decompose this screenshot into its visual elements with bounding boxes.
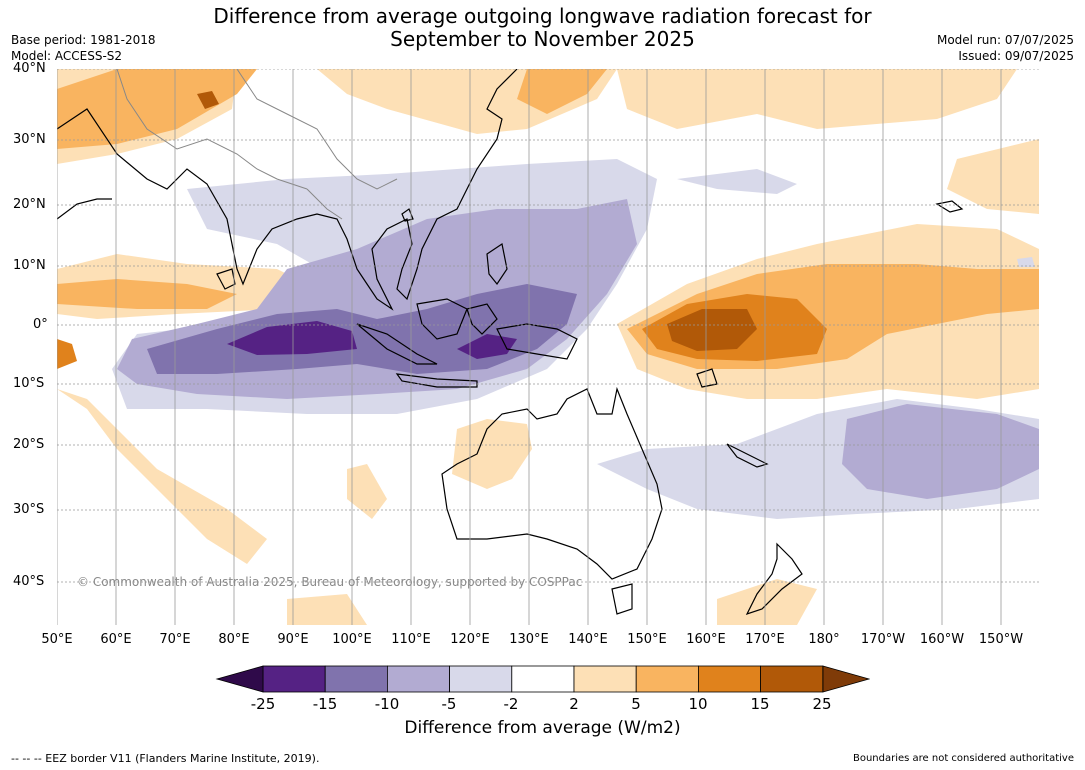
colorbar-tick: 25 (812, 695, 832, 713)
lon-label-140e: 140°E (568, 632, 608, 647)
lat-label-20s: 20°S (13, 437, 45, 452)
graticule (57, 69, 1039, 625)
lat-label-10n: 10°N (13, 258, 46, 273)
colorbar-tick: 5 (631, 695, 641, 713)
colorbar-swatch (760, 665, 824, 693)
lon-label-70e: 70°E (159, 632, 191, 647)
anomaly-15-25-regions (197, 91, 757, 351)
base-period: Base period: 1981-2018 (11, 33, 156, 47)
lat-label-equator: 0° (33, 317, 48, 332)
colorbar-tick: -10 (374, 695, 400, 713)
lon-label-80e: 80°E (218, 632, 250, 647)
lon-label-90e: 90°E (277, 632, 309, 647)
lat-label-30n: 30°N (13, 132, 46, 147)
colorbar-swatch (449, 665, 513, 693)
lat-label-30s: 30°S (13, 502, 45, 517)
colorbar-tick: -15 (312, 695, 338, 713)
colorbar-tick: 10 (688, 695, 708, 713)
colorbar-swatch (573, 665, 637, 693)
lat-label-40n: 40°N (13, 61, 46, 76)
colorbar-high-extend (822, 665, 870, 693)
colorbar-tick: -2 (503, 695, 519, 713)
lon-label-170e: 170°E (745, 632, 785, 647)
colorbar-tick: 2 (569, 695, 579, 713)
lon-label-110e: 110°E (391, 632, 431, 647)
lon-label-120e: 120°E (450, 632, 490, 647)
colorbar-low-extend (215, 665, 264, 693)
copyright-notice: © Commonwealth of Australia 2025, Bureau… (77, 575, 583, 589)
model-name: Model: ACCESS-S2 (11, 49, 123, 63)
lon-label-170w: 170°W (860, 632, 906, 647)
eez-footnote: -- -- -- EEZ border V11 (Flanders Marine… (11, 752, 320, 765)
lon-label-50e: 50°E (41, 632, 73, 647)
boundaries-disclaimer: Boundaries are not considered authoritat… (852, 753, 1074, 764)
lat-label-10s: 10°S (13, 376, 45, 391)
lon-label-60e: 60°E (100, 632, 132, 647)
colorbar-swatch (511, 665, 575, 693)
lon-label-180: 180° (808, 632, 840, 647)
colorbar-label: Difference from average (W/m2) (404, 718, 681, 738)
map-title-line1: Difference from average outgoing longwav… (213, 4, 872, 28)
olr-anomaly-map (57, 69, 1039, 625)
issued-date: Issued: 09/07/2025 (958, 49, 1074, 63)
country-borders (116, 69, 398, 220)
colorbar-swatch (697, 665, 761, 693)
lon-label-150e: 150°E (627, 632, 667, 647)
lon-label-160w: 160°W (919, 632, 965, 647)
map-title-line2: September to November 2025 (390, 27, 695, 51)
colorbar (215, 665, 870, 693)
lon-label-150w: 150°W (978, 632, 1024, 647)
model-run: Model run: 07/07/2025 (936, 33, 1074, 47)
lat-label-20n: 20°N (13, 197, 46, 212)
lon-label-100e: 100°E (332, 632, 372, 647)
colorbar-tick: 15 (750, 695, 770, 713)
colorbar-tick: -25 (250, 695, 276, 713)
lon-label-160e: 160°E (686, 632, 726, 647)
lon-label-130e: 130°E (509, 632, 549, 647)
lat-label-40s: 40°S (13, 574, 45, 589)
colorbar-tick: -5 (441, 695, 457, 713)
colorbar-swatch (635, 665, 699, 693)
colorbar-swatch (324, 665, 388, 693)
colorbar-swatch (262, 665, 326, 693)
colorbar-swatch (386, 665, 450, 693)
